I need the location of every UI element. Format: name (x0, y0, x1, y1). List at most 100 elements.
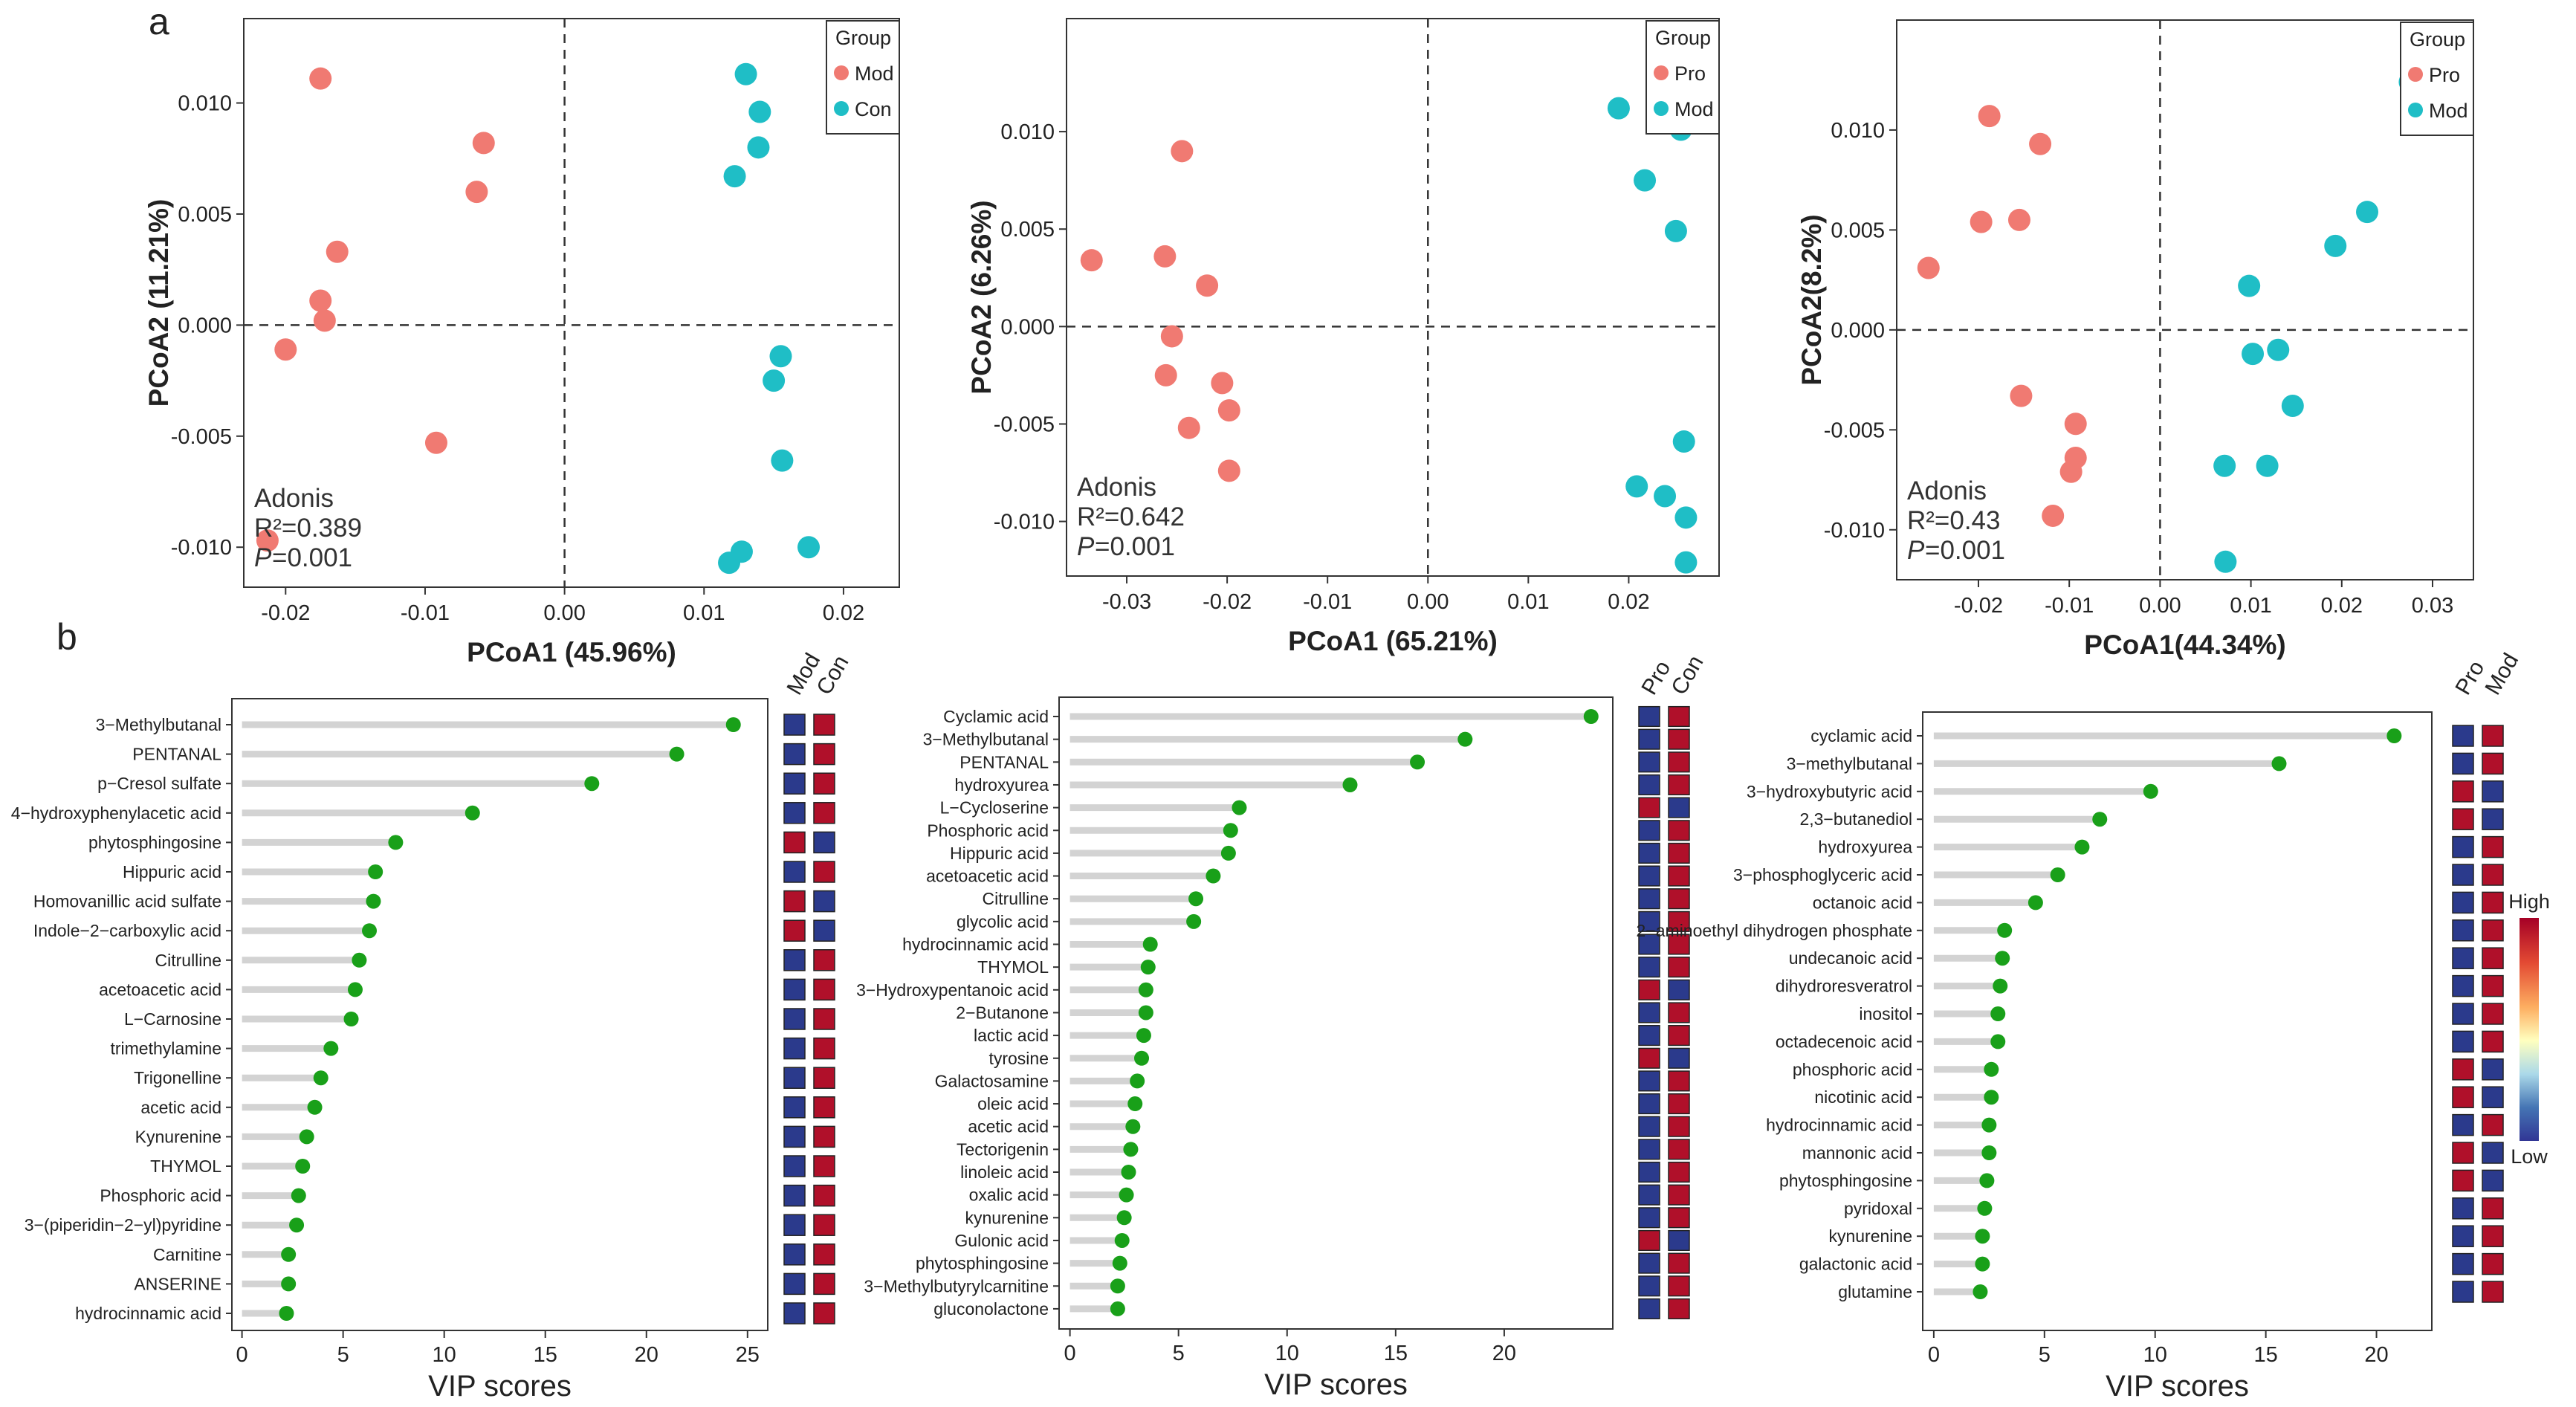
metabolite-label: acetic acid (140, 1098, 221, 1117)
x-tick-label: -0.01 (401, 601, 450, 625)
heatmap-cell (783, 1067, 806, 1089)
lollipop-dot (1140, 960, 1156, 975)
metabolite-label: phytosphingosine (88, 832, 221, 852)
heatmap-cell (2482, 1142, 2504, 1164)
heatmap-cell (2452, 1030, 2474, 1053)
heatmap-cell (783, 1096, 806, 1119)
metabolite-label: phosphoric acid (1793, 1060, 1912, 1079)
metabolite-label: inositol (1859, 1004, 1912, 1023)
plot-frame (243, 18, 900, 588)
heatmap-cell (2452, 780, 2474, 803)
heatmap-cell (783, 772, 806, 795)
metabolite-label: Citrulline (983, 889, 1049, 908)
y-tick-label: 0.010 (1000, 120, 1055, 144)
metabolite-label: Phosphoric acid (100, 1186, 221, 1206)
lollipop-dot (1981, 1117, 1997, 1133)
metabolite-label: hydrocinnamic acid (902, 935, 1049, 954)
metabolite-label: 4−hydroxyphenylacetic acid (11, 803, 221, 823)
heatmap-cell (813, 802, 835, 824)
metabolite-label: acetoacetic acid (99, 980, 221, 999)
metabolite-label: Hippuric acid (950, 844, 1049, 863)
x-tick-label: 0.03 (2412, 594, 2453, 618)
heatmap-cell (2452, 1169, 2474, 1192)
heatmap-cell (1638, 1070, 1660, 1092)
legend-label-pro: Pro (2429, 64, 2460, 86)
heatmap-cell (2482, 1058, 2504, 1081)
heatmap-cell (1668, 842, 1690, 864)
point-pro (2029, 132, 2052, 155)
adonis-label: Adonis (1077, 473, 1156, 502)
lollipop-dot (388, 835, 404, 850)
x-tick-label: 15 (2253, 1343, 2277, 1367)
metabolite-label: Phosphoric acid (927, 821, 1049, 840)
heatmap-cell (1638, 979, 1660, 1000)
heatmap-cell (1668, 1139, 1690, 1160)
lollipop-dot (1997, 922, 2013, 938)
metabolite-label: acetoacetic acid (926, 867, 1049, 886)
y-tick-label: 0.000 (1831, 319, 1885, 343)
lollipop-dot (2050, 867, 2065, 882)
lollipop-dot (2028, 895, 2043, 910)
adonis-r2: R²=0.43 (1907, 506, 2001, 535)
x-axis-title: PCoA1(44.34%) (2084, 630, 2285, 660)
heatmap-cell (2482, 835, 2504, 858)
point-mod (2256, 454, 2279, 477)
point-con (718, 552, 741, 575)
point-mod (2356, 201, 2379, 224)
point-pro (1160, 325, 1183, 348)
heatmap-cell (813, 1155, 835, 1177)
heatmap-cell (2482, 1003, 2504, 1025)
heatmap-cell (783, 831, 806, 854)
heatmap-cell (813, 1184, 835, 1207)
heatmap-cell (2452, 1197, 2474, 1220)
metabolite-label: kynurenine (1828, 1226, 1912, 1246)
point-pro (1217, 459, 1240, 482)
metabolite-label: phytosphingosine (916, 1254, 1049, 1273)
adonis-p-label: P (1907, 536, 1925, 565)
metabolite-label: 3−Methylbutanal (96, 715, 221, 734)
heatmap-cell (1638, 1002, 1660, 1023)
adonis-label: Adonis (1907, 476, 1987, 505)
lollipop-dot (1125, 1119, 1141, 1134)
lollipop-dot (1186, 913, 1202, 929)
colorbar-gradient (2520, 918, 2539, 1141)
heatmap-cell (2452, 919, 2474, 942)
heatmap-cell (1638, 705, 1660, 728)
point-con (769, 345, 792, 368)
lollipop-dot (1121, 1165, 1136, 1180)
point-pro (1153, 245, 1177, 268)
heatmap-cell (1668, 957, 1690, 978)
heatmap-cell (1638, 1093, 1660, 1115)
lollipop-dot (1116, 1210, 1132, 1226)
metabolite-label: dihydroresveratrol (1776, 977, 1912, 996)
lollipop-dot (1990, 1034, 2006, 1049)
heatmap-cell (783, 1125, 806, 1148)
legend-label-mod: Mod (1674, 98, 1714, 120)
lollipop-dot (2271, 756, 2287, 772)
metabolite-label: ANSERINE (134, 1274, 221, 1293)
lollipop-dot (347, 982, 363, 997)
heatmap-cell (813, 1243, 835, 1266)
x-axis-title: VIP scores (1264, 1368, 1408, 1401)
legend-swatch-pro (1654, 65, 1669, 80)
heatmap-cell (813, 949, 835, 971)
point-pro (1978, 105, 2001, 128)
heatmap-cell (1638, 1161, 1660, 1183)
heatmap-cell (2482, 725, 2504, 747)
metabolite-label: 2−Butanone (956, 1003, 1049, 1022)
lollipop-dot (1984, 1090, 1999, 1105)
lollipop-dot (279, 1306, 294, 1321)
y-tick-label: -0.005 (171, 425, 232, 449)
point-pro (1217, 399, 1240, 422)
heatmap-cell (2452, 1113, 2474, 1136)
heatmap-cell (2452, 1142, 2474, 1164)
heatmap-cell (2482, 919, 2504, 942)
panel-label-a: a (149, 1, 169, 42)
x-tick-label: -0.02 (1954, 594, 2003, 618)
legend-swatch-mod (2408, 103, 2423, 117)
metabolite-label: linoleic acid (960, 1162, 1049, 1182)
x-tick-label: 20 (1492, 1342, 1516, 1365)
metabolite-label: Carnitine (153, 1245, 221, 1264)
metabolite-label: Citrulline (155, 951, 221, 970)
